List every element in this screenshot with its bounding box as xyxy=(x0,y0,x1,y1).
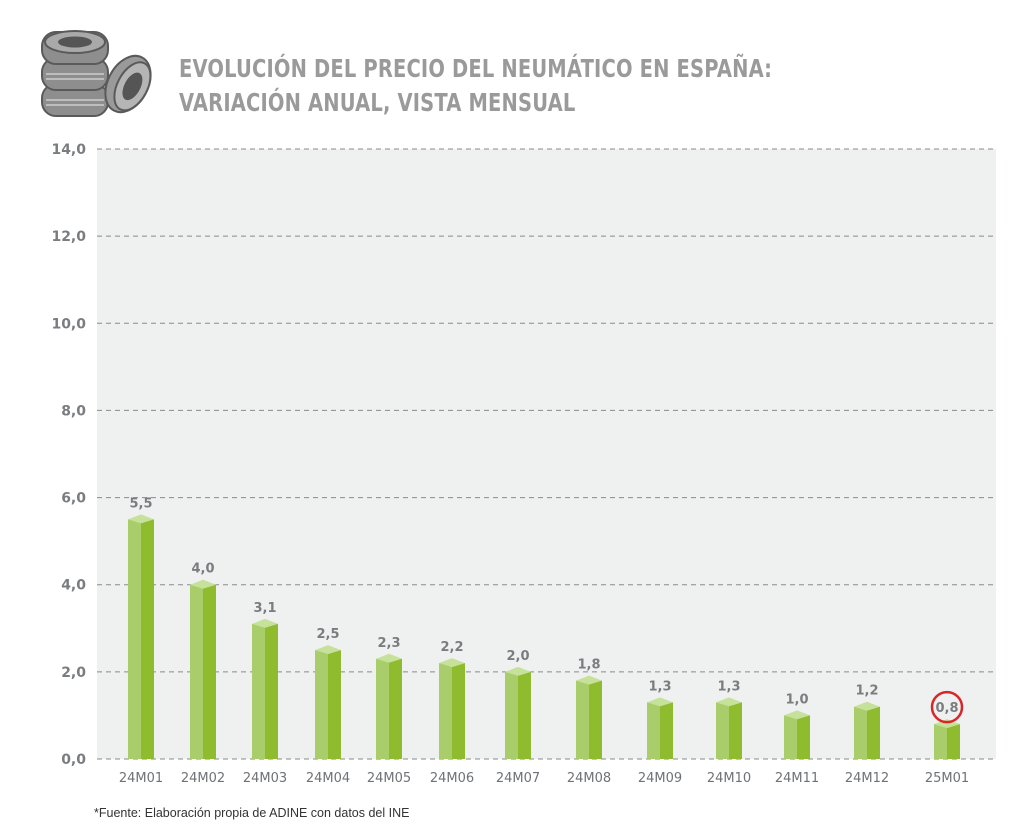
data-label: 1,8 xyxy=(577,658,600,673)
bar-left-face xyxy=(128,519,141,759)
y-tick-label: 0,0 xyxy=(61,752,86,768)
x-axis-ticks: 24M01 24M02 24M03 24M04 24M05 24M06 24M07 24M08… xyxy=(119,771,969,786)
y-axis-ticks: 0,0 2,0 4,0 6,0 8,0 10,0 12,0 14,0 xyxy=(51,142,86,768)
x-tick-label: 24M11 xyxy=(775,771,819,786)
data-label: 1,3 xyxy=(717,679,740,694)
bar-left-face xyxy=(439,663,452,759)
bar-24M06: 2,2 xyxy=(439,640,465,759)
bar-24M09: 1,3 xyxy=(647,679,673,759)
y-tick-label: 4,0 xyxy=(61,578,86,594)
bar-right-face xyxy=(141,519,154,759)
title-line-2: VARIACIÓN ANUAL, VISTA MENSUAL xyxy=(179,88,576,117)
bar-top-face xyxy=(505,666,531,676)
x-tick-label: 24M07 xyxy=(496,771,540,786)
title-line-1: EVOLUCIÓN DEL PRECIO DEL NEUMÁTICO EN ES… xyxy=(179,54,773,83)
x-tick-label: 24M06 xyxy=(430,771,474,786)
bar-top-face xyxy=(854,701,880,711)
bar-left-face xyxy=(934,724,947,759)
y-tick-label: 12,0 xyxy=(51,229,86,245)
bar-right-face xyxy=(265,623,278,759)
data-label: 5,5 xyxy=(129,496,152,511)
data-label: 2,0 xyxy=(506,649,529,664)
bar-top-face xyxy=(784,710,810,720)
data-label: 1,2 xyxy=(855,684,878,699)
bar-top-face xyxy=(315,645,341,655)
bar-24M08: 1,8 xyxy=(576,658,602,759)
bar-top-face xyxy=(934,719,960,729)
bar-left-face xyxy=(315,650,328,759)
x-tick-label: 24M09 xyxy=(638,771,682,786)
bar-left-face xyxy=(716,702,729,759)
data-label: 0,8 xyxy=(935,701,958,716)
bar-left-face xyxy=(647,702,660,759)
bar-25M01: 0,8 xyxy=(930,690,964,759)
y-tick-label: 2,0 xyxy=(61,665,86,681)
bar-top-face xyxy=(252,618,278,628)
bar-24M01: 5,5 xyxy=(128,496,154,759)
data-label: 2,3 xyxy=(377,636,400,651)
bar-left-face xyxy=(376,658,389,759)
data-label: 4,0 xyxy=(191,562,214,577)
data-label: 1,0 xyxy=(785,692,808,707)
bar-right-face xyxy=(660,702,673,759)
bar-left-face xyxy=(854,706,867,759)
x-tick-label: 24M04 xyxy=(306,771,350,786)
highlight-ring xyxy=(930,690,964,724)
bar-right-face xyxy=(947,724,960,759)
x-tick-label: 24M12 xyxy=(845,771,889,786)
bar-left-face xyxy=(576,680,589,759)
bar-left-face xyxy=(190,584,203,759)
bar-right-face xyxy=(589,680,602,759)
bar-top-face xyxy=(190,579,216,589)
bar-right-face xyxy=(389,658,402,759)
y-tick-label: 8,0 xyxy=(61,403,86,419)
bar-top-face xyxy=(128,514,154,524)
source-note: *Fuente: Elaboración propia de ADINE con… xyxy=(94,806,410,820)
bar-left-face xyxy=(784,715,797,759)
bar-24M05: 2,3 xyxy=(376,636,402,759)
tire-stack-icon xyxy=(41,30,152,117)
bar-24M12: 1,2 xyxy=(854,684,880,759)
bar-top-face xyxy=(647,697,673,707)
data-label: 2,5 xyxy=(316,627,339,642)
plot-background xyxy=(97,149,996,759)
x-tick-label: 25M01 xyxy=(925,771,969,786)
bar-24M02: 4,0 xyxy=(190,562,216,759)
x-tick-label: 24M02 xyxy=(181,771,225,786)
y-tick-label: 6,0 xyxy=(61,491,86,507)
data-label: 1,3 xyxy=(648,679,671,694)
bar-right-face xyxy=(729,702,742,759)
bar-left-face xyxy=(252,623,265,759)
x-tick-label: 24M08 xyxy=(567,771,611,786)
bars: 5,5 4,0 3,1 2,5 2,3 2,2 2,0 1,8 1,3 1,3 1,0 1,2 0,8 xyxy=(128,496,964,759)
bar-24M07: 2,0 xyxy=(505,649,531,759)
bar-24M11: 1,0 xyxy=(784,692,810,759)
y-tick-label: 14,0 xyxy=(51,142,86,158)
bar-24M04: 2,5 xyxy=(315,627,341,759)
bar-right-face xyxy=(797,715,810,759)
bar-top-face xyxy=(376,653,402,663)
bar-right-face xyxy=(203,584,216,759)
bar-right-face xyxy=(328,650,341,759)
data-label: 3,1 xyxy=(253,601,276,616)
bar-top-face xyxy=(576,675,602,685)
x-tick-label: 24M03 xyxy=(243,771,287,786)
chart-title: EVOLUCIÓN DEL PRECIO DEL NEUMÁTICO EN ES… xyxy=(179,52,772,120)
bar-24M10: 1,3 xyxy=(716,679,742,759)
x-tick-label: 24M05 xyxy=(367,771,411,786)
y-tick-label: 10,0 xyxy=(51,316,86,332)
bar-right-face xyxy=(452,663,465,759)
x-tick-label: 24M01 xyxy=(119,771,163,786)
bar-left-face xyxy=(505,671,518,759)
grid-lines xyxy=(97,148,996,760)
bar-24M03: 3,1 xyxy=(252,601,278,759)
x-tick-label: 24M10 xyxy=(707,771,751,786)
data-label: 2,2 xyxy=(440,640,463,655)
bar-right-face xyxy=(867,706,880,759)
bar-chart: 0,0 2,0 4,0 6,0 8,0 10,0 12,0 14,0 5,5 4,0 3,1 2,5… xyxy=(51,142,996,786)
bar-top-face xyxy=(716,697,742,707)
bar-right-face xyxy=(518,671,531,759)
bar-top-face xyxy=(439,658,465,668)
